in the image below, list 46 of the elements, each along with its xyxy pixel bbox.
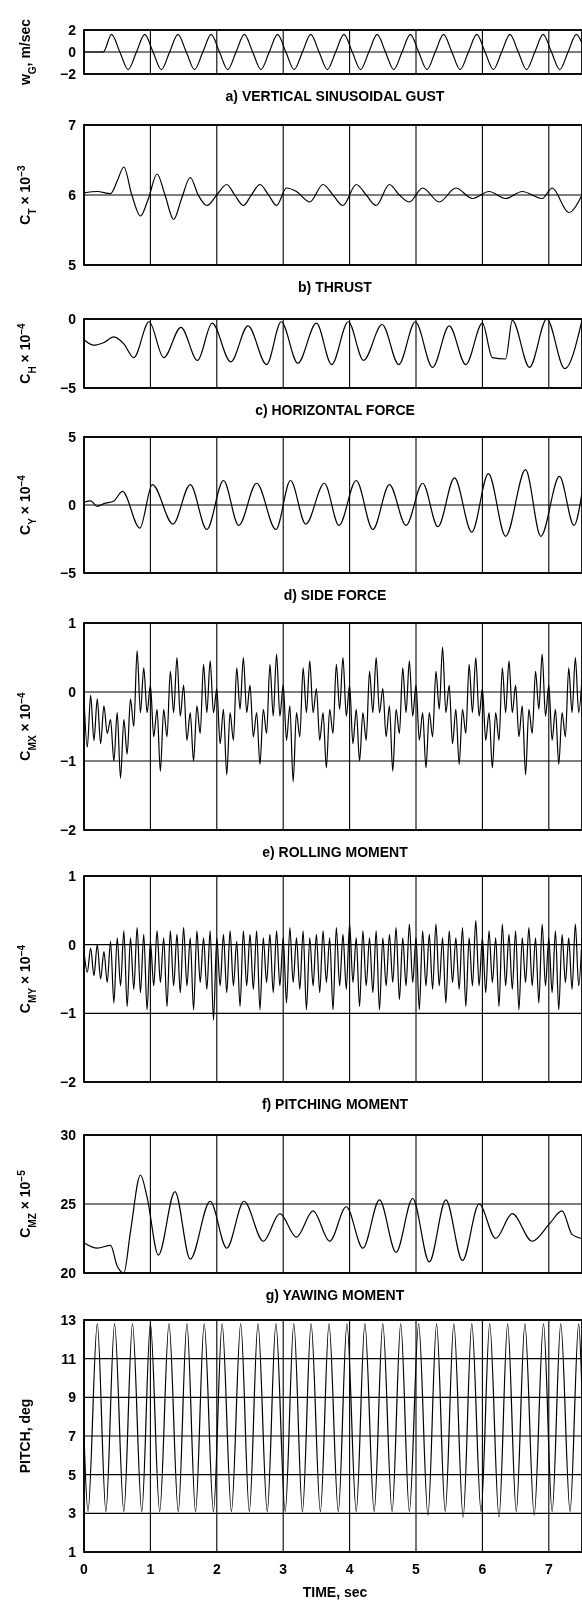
y-tick-label: 25 — [60, 1195, 77, 1212]
y-tick-label: 7 — [68, 1427, 77, 1444]
text: g) YAWING MOMENT — [265, 1287, 405, 1303]
text: a) VERTICAL SINUSOIDAL GUST — [225, 88, 445, 104]
y-tick-label: 30 — [60, 1126, 77, 1143]
x-tick-label: 7 — [544, 1561, 553, 1577]
x-tick-label: 1 — [146, 1561, 155, 1577]
y-tick-label: 2 — [68, 21, 77, 38]
y-tick-label: 0 — [68, 936, 77, 953]
y-tick-label: 1 — [68, 614, 77, 631]
text: e) ROLLING MOMENT — [262, 844, 409, 860]
x-axis-title: TIME, sec — [302, 1584, 368, 1600]
y-tick-label: −5 — [60, 564, 77, 581]
x-tick-label: 6 — [478, 1561, 487, 1577]
y-tick-label: 0 — [68, 43, 77, 60]
y-tick-label: 1 — [68, 1543, 77, 1560]
y-tick-label: 5 — [68, 1466, 77, 1483]
y-tick-label: 0 — [68, 310, 77, 327]
y-axis-title: PITCH, deg — [17, 1398, 33, 1474]
y-tick-label: 6 — [68, 186, 77, 203]
x-tick-label: 2 — [212, 1561, 221, 1577]
y-tick-label: 7 — [68, 116, 77, 133]
x-tick-label: 0 — [80, 1561, 89, 1577]
y-tick-label: 13 — [60, 1311, 77, 1328]
x-tick-label: 5 — [412, 1561, 421, 1577]
y-tick-label: 5 — [68, 428, 77, 445]
text: c) HORIZONTAL FORCE — [255, 402, 415, 418]
text: d) SIDE FORCE — [283, 587, 387, 603]
text: b) THRUST — [298, 279, 373, 295]
y-tick-label: 3 — [68, 1505, 77, 1522]
y-tick-label: −5 — [60, 379, 77, 396]
y-tick-label: −2 — [60, 821, 77, 838]
y-tick-label: 0 — [68, 496, 77, 513]
y-tick-label: −2 — [60, 65, 77, 82]
x-tick-label: 3 — [279, 1561, 288, 1577]
text: f) PITCHING MOMENT — [261, 1096, 409, 1112]
y-tick-label: 0 — [68, 683, 77, 700]
y-tick-label: 9 — [68, 1389, 77, 1406]
y-tick-label: 20 — [60, 1264, 77, 1281]
y-tick-label: −1 — [60, 752, 77, 769]
x-tick-label: 4 — [345, 1561, 354, 1577]
y-tick-label: 1 — [68, 867, 77, 884]
y-tick-label: −1 — [60, 1005, 77, 1022]
y-tick-label: 11 — [61, 1350, 77, 1367]
y-tick-label: −2 — [60, 1073, 77, 1090]
y-tick-label: 5 — [68, 256, 77, 273]
